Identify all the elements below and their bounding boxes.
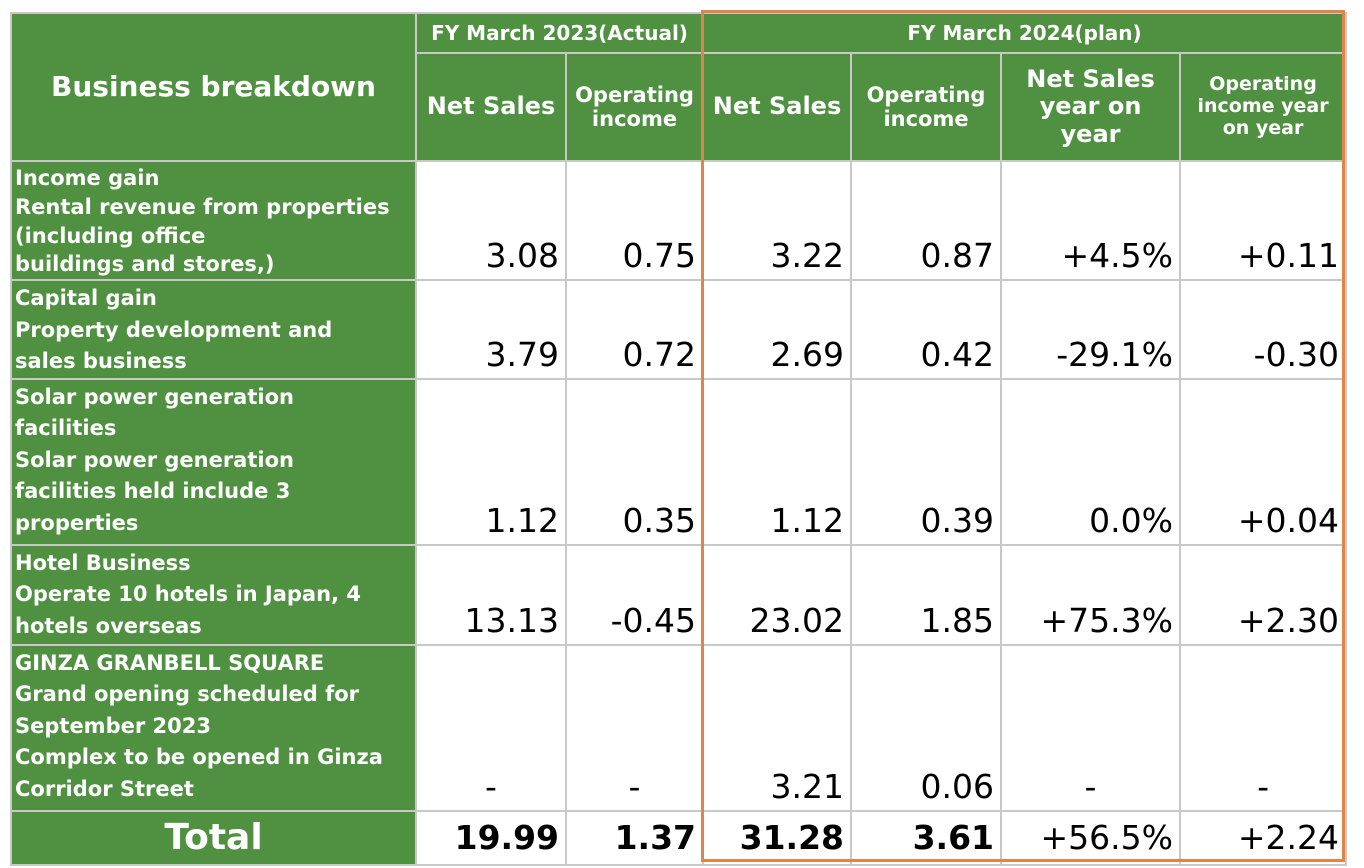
cell-net-sales-2023: 3.08 <box>415 159 567 282</box>
total-operating-income-2023: 1.37 <box>564 809 705 866</box>
top-edge <box>0 0 1364 6</box>
cell-operating-income-2024: 0.06 <box>850 643 1003 812</box>
cell-net-sales-yoy: -29.1% <box>1000 279 1182 380</box>
row-label-income-gain: Income gain Rental revenue from properti… <box>10 159 417 282</box>
cell-net-sales-yoy: +4.5% <box>1000 159 1182 282</box>
business-breakdown-header: Business breakdown <box>10 12 417 162</box>
bottom-edge <box>0 862 1364 868</box>
table-row: GINZA GRANBELL SQUARE Grand opening sche… <box>10 643 1348 812</box>
table-row: Capital gain Property development and sa… <box>10 279 1348 380</box>
cell-net-sales-2023: - <box>415 643 567 812</box>
total-label: Total <box>10 809 417 866</box>
cell-operating-income-2023: - <box>564 643 705 812</box>
cell-operating-income-2024: 0.42 <box>850 279 1003 380</box>
cell-operating-income-yoy: +0.11 <box>1179 159 1348 282</box>
table-row: Solar power generation facilities Solar … <box>10 377 1348 546</box>
cell-operating-income-yoy: +0.04 <box>1179 377 1348 546</box>
row-label-hotel-business: Hotel Business Operate 10 hotels in Japa… <box>10 543 417 646</box>
cell-net-sales-2024: 3.21 <box>702 643 853 812</box>
cell-operating-income-2024: 1.85 <box>850 543 1003 646</box>
cell-net-sales-yoy: +75.3% <box>1000 543 1182 646</box>
net-sales-2024-header: Net Sales <box>702 52 853 162</box>
cell-net-sales-2024: 2.69 <box>702 279 853 380</box>
cell-operating-income-2024: 0.87 <box>850 159 1003 282</box>
cell-net-sales-yoy: - <box>1000 643 1182 812</box>
fy2024-plan-header: FY March 2024(plan) <box>702 12 1348 54</box>
cell-operating-income-2023: -0.45 <box>564 543 705 646</box>
total-net-sales-2024: 31.28 <box>702 809 853 866</box>
cell-net-sales-2024: 3.22 <box>702 159 853 282</box>
header-row-2: Net Sales Operating income Net Sales Ope… <box>11 52 1348 162</box>
cell-operating-income-2023: 0.72 <box>564 279 705 380</box>
cell-operating-income-2024: 0.39 <box>850 377 1003 546</box>
cell-operating-income-2023: 0.75 <box>564 159 705 282</box>
cell-net-sales-2024: 1.12 <box>702 377 853 546</box>
operating-income-2023-header: Operating income <box>564 52 705 162</box>
row-label-solar-power: Solar power generation facilities Solar … <box>10 377 417 546</box>
fy2023-actual-header: FY March 2023(Actual) <box>414 12 705 54</box>
total-operating-income-yoy: +2.24 <box>1179 809 1348 866</box>
table-row: Hotel Business Operate 10 hotels in Japa… <box>10 543 1348 646</box>
cell-net-sales-yoy: 0.0% <box>1000 377 1182 546</box>
table-row: Income gain Rental revenue from properti… <box>10 159 1348 282</box>
row-label-ginza-granbell-square: GINZA GRANBELL SQUARE Grand opening sche… <box>10 643 417 812</box>
cell-net-sales-2024: 23.02 <box>702 543 853 646</box>
row-label-capital-gain: Capital gain Property development and sa… <box>10 279 417 380</box>
total-operating-income-2024: 3.61 <box>850 809 1003 866</box>
cell-operating-income-yoy: - <box>1179 643 1348 812</box>
cell-operating-income-yoy: -0.30 <box>1179 279 1348 380</box>
operating-income-yoy-header: Operating income year on year <box>1179 52 1348 162</box>
cell-operating-income-2023: 0.35 <box>564 377 705 546</box>
cell-net-sales-2023: 1.12 <box>415 377 567 546</box>
business-breakdown-table: Business breakdown FY March 2023(Actual)… <box>10 12 1348 866</box>
cell-operating-income-yoy: +2.30 <box>1179 543 1348 646</box>
total-net-sales-2023: 19.99 <box>415 809 567 866</box>
total-net-sales-yoy: +56.5% <box>1000 809 1182 866</box>
cell-net-sales-2023: 13.13 <box>415 543 567 646</box>
header-row-1: Business breakdown FY March 2023(Actual)… <box>10 12 1348 162</box>
net-sales-yoy-header: Net Sales year on year <box>1000 52 1182 162</box>
operating-income-2024-header: Operating income <box>850 52 1003 162</box>
net-sales-2023-header: Net Sales <box>415 52 567 162</box>
total-row: Total 19.99 1.37 31.28 3.61 +56.5% +2.24 <box>10 809 1348 866</box>
cell-net-sales-2023: 3.79 <box>415 279 567 380</box>
